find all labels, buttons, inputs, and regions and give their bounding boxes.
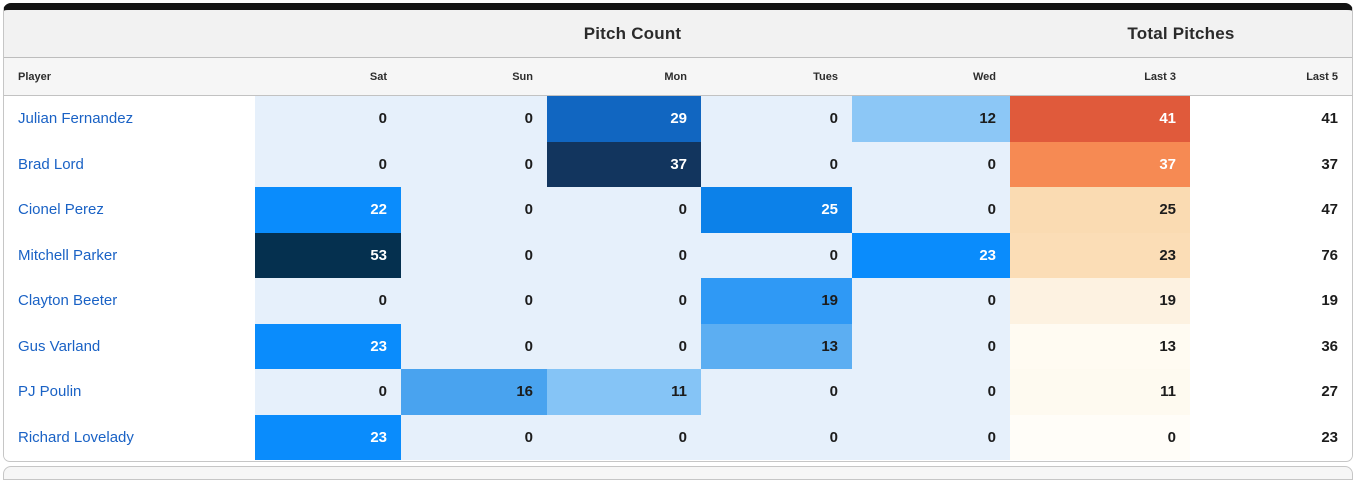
cell-last5: 76 (1190, 232, 1352, 278)
col-header-sun[interactable]: Sun (512, 70, 533, 83)
table-row: Richard Lovelady 23 0 0 0 0 0 23 (4, 414, 1352, 460)
col-header-last5[interactable]: Last 5 (1306, 70, 1338, 83)
cell-sun: 0 (401, 414, 547, 460)
cell-tues: 0 (701, 141, 852, 187)
cell-sat: 53 (255, 232, 401, 278)
cell-mon: 0 (547, 323, 701, 369)
cell-mon: 29 (547, 96, 701, 142)
table-row: Gus Varland 23 0 0 13 0 13 36 (4, 323, 1352, 369)
cell-mon: 0 (547, 187, 701, 233)
col-header-player[interactable]: Player (18, 70, 52, 83)
player-link[interactable]: Julian Fernandez (4, 96, 255, 142)
cell-last5: 19 (1190, 278, 1352, 324)
col-header-last3[interactable]: Last 3 (1144, 70, 1176, 83)
cell-wed: 0 (852, 369, 1010, 415)
col-header-wed[interactable]: Wed (972, 70, 996, 83)
cell-sun: 0 (401, 187, 547, 233)
cell-last3: 25 (1010, 187, 1190, 233)
table-row: Julian Fernandez 0 0 29 0 12 41 41 (4, 96, 1352, 142)
cell-sat: 22 (255, 187, 401, 233)
cell-last3: 41 (1010, 96, 1190, 142)
cell-last5: 27 (1190, 369, 1352, 415)
cell-mon: 0 (547, 232, 701, 278)
cell-sun: 0 (401, 323, 547, 369)
player-link[interactable]: Cionel Perez (4, 187, 255, 233)
table-row: Cionel Perez 22 0 0 25 0 25 47 (4, 187, 1352, 233)
cell-sat: 0 (255, 141, 401, 187)
cell-tues: 0 (701, 369, 852, 415)
cell-wed: 0 (852, 187, 1010, 233)
cell-sun: 16 (401, 369, 547, 415)
cell-mon: 0 (547, 414, 701, 460)
cell-wed: 12 (852, 96, 1010, 142)
table-group-header: Pitch Count Total Pitches (4, 10, 1352, 58)
cell-wed: 0 (852, 414, 1010, 460)
cell-sat: 23 (255, 323, 401, 369)
cell-mon: 37 (547, 141, 701, 187)
cell-sat: 23 (255, 414, 401, 460)
cell-tues: 0 (701, 96, 852, 142)
cell-sun: 0 (401, 232, 547, 278)
cell-sun: 0 (401, 141, 547, 187)
col-header-mon[interactable]: Mon (664, 70, 687, 83)
pitch-count-table-card: Pitch Count Total Pitches Player Sat Sun… (3, 3, 1353, 462)
cell-last3: 23 (1010, 232, 1190, 278)
cell-mon: 11 (547, 369, 701, 415)
cell-wed: 0 (852, 323, 1010, 369)
cell-sat: 0 (255, 96, 401, 142)
player-link[interactable]: PJ Poulin (4, 369, 255, 415)
table-row: Clayton Beeter 0 0 0 19 0 19 19 (4, 278, 1352, 324)
player-link[interactable]: Mitchell Parker (4, 232, 255, 278)
col-header-tues[interactable]: Tues (813, 70, 838, 83)
cell-last3: 19 (1010, 278, 1190, 324)
group-header-spacer (4, 10, 255, 57)
cell-tues: 0 (701, 232, 852, 278)
next-section-card-edge (3, 466, 1353, 480)
cell-last5: 41 (1190, 96, 1352, 142)
cell-sat: 0 (255, 278, 401, 324)
cell-last5: 47 (1190, 187, 1352, 233)
cell-last3: 37 (1010, 141, 1190, 187)
group-header-total-pitches: Total Pitches (1127, 23, 1235, 43)
group-header-pitch-count: Pitch Count (583, 23, 682, 43)
table-column-header-row: Player Sat Sun Mon Tues Wed Last 3 Last … (4, 58, 1352, 96)
cell-tues: 0 (701, 414, 852, 460)
cell-mon: 0 (547, 278, 701, 324)
player-link[interactable]: Brad Lord (4, 141, 255, 187)
cell-last3: 0 (1010, 414, 1190, 460)
table-row: Brad Lord 0 0 37 0 0 37 37 (4, 141, 1352, 187)
cell-tues: 19 (701, 278, 852, 324)
cell-tues: 13 (701, 323, 852, 369)
cell-last3: 11 (1010, 369, 1190, 415)
cell-wed: 23 (852, 232, 1010, 278)
cell-wed: 0 (852, 141, 1010, 187)
player-link[interactable]: Richard Lovelady (4, 414, 255, 460)
cell-last3: 13 (1010, 323, 1190, 369)
cell-sun: 0 (401, 278, 547, 324)
cell-last5: 37 (1190, 141, 1352, 187)
table-body: Julian Fernandez 0 0 29 0 12 41 41 Brad Lord 0 0 37… (4, 96, 1352, 460)
cell-sun: 0 (401, 96, 547, 142)
cell-last5: 23 (1190, 414, 1352, 460)
cell-wed: 0 (852, 278, 1010, 324)
player-link[interactable]: Gus Varland (4, 323, 255, 369)
cell-last5: 36 (1190, 323, 1352, 369)
col-header-sat[interactable]: Sat (369, 70, 387, 83)
cell-sat: 0 (255, 369, 401, 415)
cell-tues: 25 (701, 187, 852, 233)
table-row: Mitchell Parker 53 0 0 0 23 23 76 (4, 232, 1352, 278)
table-row: PJ Poulin 0 16 11 0 0 11 27 (4, 369, 1352, 415)
player-link[interactable]: Clayton Beeter (4, 278, 255, 324)
